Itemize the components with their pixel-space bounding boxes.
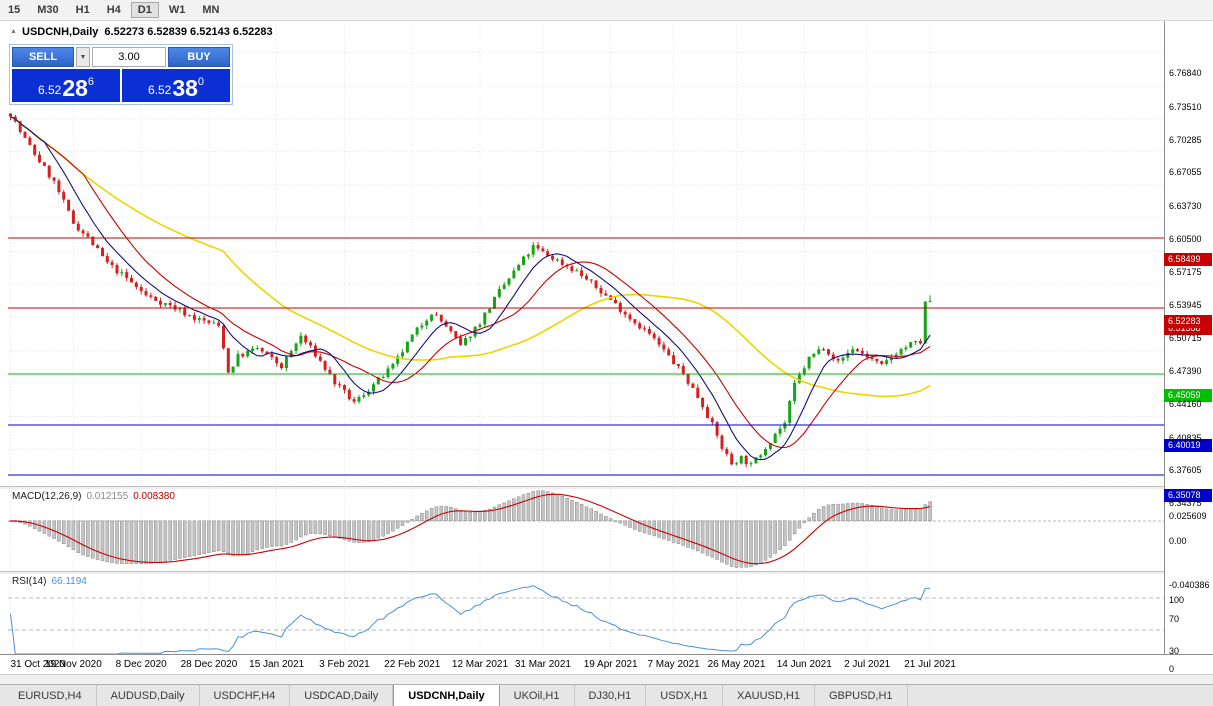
price-chart-canvas[interactable] <box>8 24 1164 486</box>
chart-tab-usdx-h1[interactable]: USDX,H1 <box>646 685 723 706</box>
timeframe-toolbar: 15 M30 H1 H4 D1 W1 MN <box>0 0 1213 21</box>
price-axis-label: 6.67055 <box>1169 167 1202 178</box>
panel-splitter[interactable] <box>0 571 1164 574</box>
date-axis-label: 15 Jan 2021 <box>249 659 305 670</box>
chart-title: USDCNH,Daily 6.52273 6.52839 6.52143 6.52… <box>22 26 273 38</box>
price-level-tag[interactable]: 6.58499 <box>1164 252 1212 266</box>
chart-tab-ukoil-h1[interactable]: UKOil,H1 <box>500 685 575 706</box>
window-bottom-strip <box>0 674 1213 684</box>
price-level-tag[interactable]: 6.45059 <box>1164 388 1212 402</box>
timeframe-button-mn[interactable]: MN <box>202 4 220 16</box>
macd-signal-value: 0.008380 <box>133 491 175 502</box>
sell-price-display[interactable]: 6.52 28 6 <box>12 69 120 102</box>
current-price-tag: 6.52283 <box>1164 315 1212 329</box>
price-axis-label: 6.50715 <box>1169 332 1202 343</box>
chart-ohlc-values: 6.52273 6.52839 6.52143 6.52283 <box>104 26 273 38</box>
date-axis-label: 19 Nov 2020 <box>45 659 102 670</box>
timeframe-button-w1[interactable]: W1 <box>168 4 186 16</box>
rsi-axis-label: 30 <box>1169 646 1180 656</box>
date-axis-label: 2 Jul 2021 <box>844 659 891 670</box>
macd-name: MACD(12,26,9) <box>12 491 82 502</box>
price-axis-label: 6.37605 <box>1169 465 1202 476</box>
sell-button[interactable]: SELL <box>12 47 74 67</box>
rsi-axis-label: 100 <box>1169 595 1185 605</box>
date-axis-label: 28 Dec 2020 <box>180 659 238 670</box>
price-axis-label: 6.76840 <box>1169 68 1202 79</box>
price-axis-label: 6.47390 <box>1169 366 1202 377</box>
macd-indicator-canvas[interactable] <box>8 489 1164 571</box>
timeframe-button-h1[interactable]: H1 <box>75 4 90 16</box>
price-axis-label: 6.70285 <box>1169 134 1202 145</box>
rsi-name: RSI(14) <box>12 576 47 587</box>
timeframe-button-d1[interactable]: D1 <box>130 2 159 18</box>
chart-symbol-label: USDCNH,Daily <box>22 26 99 38</box>
buy-price-prefix: 6.52 <box>147 83 172 97</box>
rsi-header: RSI(14) 66.1194 <box>12 576 87 587</box>
buy-price-display[interactable]: 6.52 38 0 <box>122 69 230 102</box>
date-axis-label: 31 Oct 2020 <box>10 659 65 670</box>
chart-tab-usdchf-h4[interactable]: USDCHF,H4 <box>200 685 291 706</box>
chart-tab-usdcnh-daily[interactable]: USDCNH,Daily <box>393 685 500 706</box>
chart-tab-usdcad-daily[interactable]: USDCAD,Daily <box>290 685 394 706</box>
date-axis-label: 22 Feb 2021 <box>384 659 441 670</box>
macd-axis-label: 0.025609 <box>1169 511 1207 521</box>
collapse-trade-panel-icon[interactable]: ▲ <box>10 28 17 35</box>
buy-price-point: 0 <box>197 76 205 88</box>
price-axis-label: 6.40835 <box>1169 432 1202 443</box>
date-axis-label: 19 Apr 2021 <box>583 659 638 670</box>
sell-price-prefix: 6.52 <box>37 83 62 97</box>
lot-dropdown-icon[interactable]: ▼ <box>76 47 90 67</box>
timeframe-button-m30[interactable]: M30 <box>37 4 59 16</box>
price-axis[interactable] <box>1164 21 1213 654</box>
rsi-axis-label: 0 <box>1169 664 1175 674</box>
rsi-indicator-canvas[interactable] <box>8 574 1164 655</box>
timeframe-button-15[interactable]: 15 <box>8 4 21 16</box>
chart-tab-audusd-daily[interactable]: AUDUSD,Daily <box>97 685 200 706</box>
price-axis-label: 6.44160 <box>1169 399 1202 410</box>
macd-main-value: 0.012155 <box>86 491 129 502</box>
buy-price-pips: 38 <box>172 75 198 102</box>
rsi-value: 66.1194 <box>51 576 87 587</box>
timeframe-button-h4[interactable]: H4 <box>106 4 121 16</box>
chart-tab-xauusd-h1[interactable]: XAUUSD,H1 <box>723 685 815 706</box>
chart-tab-eurusd-h4[interactable]: EURUSD,H4 <box>4 685 97 706</box>
date-axis-label: 7 May 2021 <box>647 659 700 670</box>
macd-header: MACD(12,26,9) 0.012155 0.008380 <box>12 491 175 502</box>
buy-button[interactable]: BUY <box>168 47 230 67</box>
date-axis-label: 26 May 2021 <box>707 659 766 670</box>
date-axis-label: 12 Mar 2021 <box>451 659 509 670</box>
date-axis-label: 3 Feb 2021 <box>319 659 370 670</box>
price-axis-label: 6.34375 <box>1169 498 1202 509</box>
price-axis-label: 6.60500 <box>1169 233 1202 244</box>
sell-price-pips: 28 <box>62 75 88 102</box>
macd-axis-label: -0.040386 <box>1169 580 1210 590</box>
sell-price-point: 6 <box>87 76 95 88</box>
chart-tab-dj30-h1[interactable]: DJ30,H1 <box>575 685 647 706</box>
chart-tabbar: EURUSD,H4 AUDUSD,Daily USDCHF,H4 USDCAD,Dai… <box>0 684 1213 706</box>
date-axis-label: 21 Jul 2021 <box>904 659 956 670</box>
price-axis-label: 6.63730 <box>1169 201 1202 212</box>
macd-axis-label: 0.00 <box>1169 535 1187 546</box>
price-axis-label: 6.73510 <box>1169 102 1202 113</box>
rsi-axis-label: 70 <box>1169 614 1180 624</box>
chart-tab-gbpusd-h1[interactable]: GBPUSD,H1 <box>815 685 908 706</box>
date-axis-label: 14 Jun 2021 <box>776 659 832 670</box>
price-level-tag[interactable]: 6.35078 <box>1164 489 1212 503</box>
price-level-tag[interactable]: 6.40019 <box>1164 439 1212 453</box>
date-axis-label: 8 Dec 2020 <box>115 659 167 670</box>
lot-size-input[interactable] <box>92 47 166 67</box>
price-axis-label: 6.53945 <box>1169 300 1202 311</box>
price-axis-label: 6.57175 <box>1169 267 1202 278</box>
panel-splitter[interactable] <box>0 486 1164 489</box>
date-axis-label: 31 Mar 2021 <box>514 659 571 670</box>
date-axis[interactable]: 31 Oct 2020 19 Nov 2020 8 Dec 2020 28 Dec 2… <box>0 654 1213 674</box>
